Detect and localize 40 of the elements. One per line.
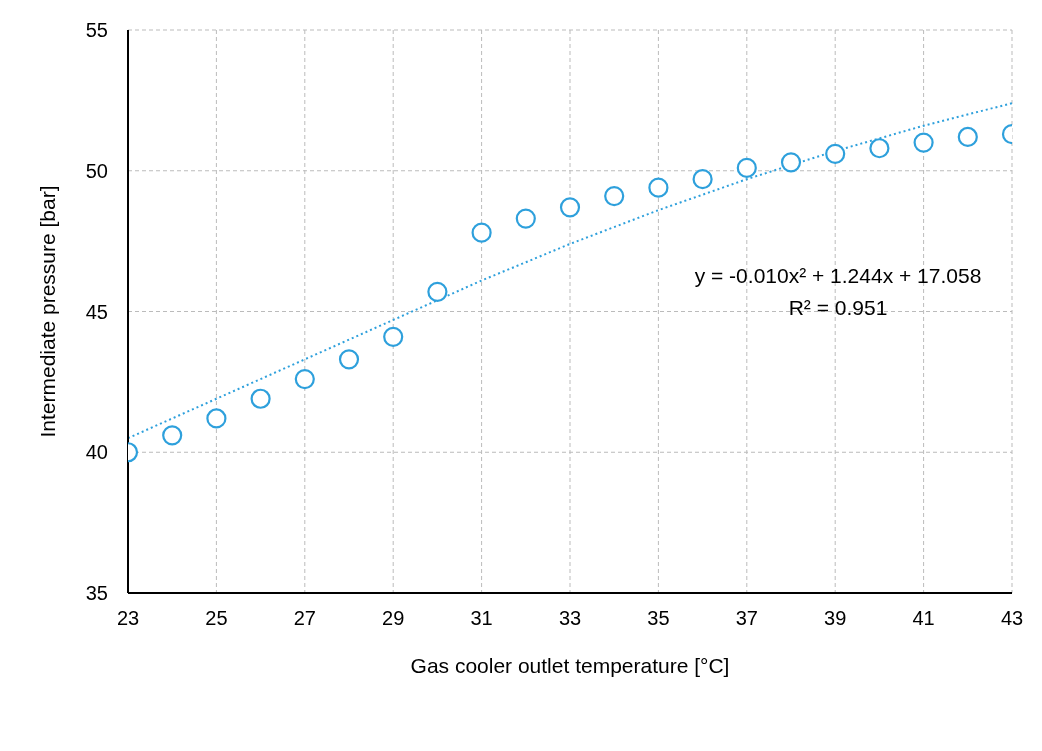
point <box>515 208 536 229</box>
annotation: R² = 0.951 <box>787 295 889 321</box>
point <box>162 425 183 446</box>
point <box>294 368 315 390</box>
annotation: y = -0.010x² + 1.244x + 17.058 <box>693 263 983 289</box>
point <box>338 349 360 370</box>
x-tick-label: 39 <box>824 607 847 630</box>
point <box>427 281 448 302</box>
point <box>604 185 625 207</box>
x-tick-label: 27 <box>293 607 316 630</box>
x-tick-label: 23 <box>116 607 140 630</box>
point <box>648 177 669 198</box>
y-tick-label: 40 <box>85 441 108 464</box>
point <box>383 326 404 347</box>
point <box>692 169 713 190</box>
point <box>559 197 581 218</box>
point <box>957 126 978 148</box>
point <box>780 152 802 173</box>
point <box>471 222 492 243</box>
x-tick-label: 43 <box>1000 607 1024 630</box>
point <box>869 138 890 159</box>
x-tick-label: 29 <box>382 607 405 630</box>
y-axis-title: Intermediate pressure [bar] <box>36 185 60 438</box>
y-tick-label: 50 <box>85 159 108 182</box>
y-tick-label: 45 <box>85 300 108 323</box>
point <box>250 388 271 409</box>
x-tick-label: 41 <box>912 607 935 630</box>
point <box>913 132 934 153</box>
y-tick-label: 35 <box>85 582 108 605</box>
x-tick-label: 31 <box>470 607 493 630</box>
x-tick-label: 33 <box>558 607 582 630</box>
point <box>825 143 846 164</box>
x-tick-label: 25 <box>205 607 228 630</box>
point <box>736 157 757 179</box>
point <box>206 408 227 429</box>
x-tick-label: 35 <box>647 607 670 630</box>
y-tick-label: 55 <box>85 19 108 42</box>
x-axis-title: Gas cooler outlet temperature [°C] <box>410 654 730 677</box>
line-series <box>128 102 1012 440</box>
x-tick-label: 37 <box>735 607 758 630</box>
